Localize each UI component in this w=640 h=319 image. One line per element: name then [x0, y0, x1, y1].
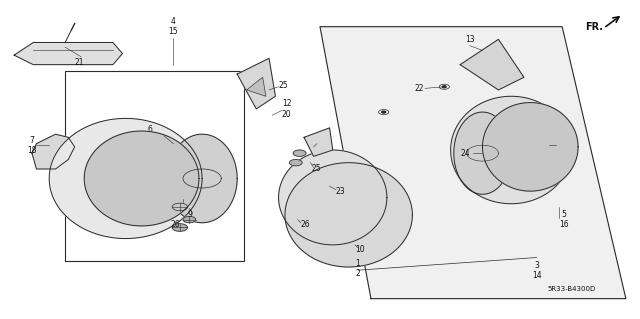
- Circle shape: [442, 86, 446, 88]
- Text: 11
19: 11 19: [312, 136, 321, 155]
- Text: 23: 23: [336, 187, 346, 196]
- Circle shape: [172, 203, 188, 211]
- Text: 6
17: 6 17: [145, 124, 154, 144]
- Text: 26: 26: [301, 220, 310, 229]
- Polygon shape: [483, 103, 578, 191]
- Text: 26: 26: [170, 220, 180, 229]
- Text: 27
28: 27 28: [559, 139, 568, 158]
- Text: 3
14: 3 14: [532, 261, 541, 280]
- Text: 25: 25: [278, 81, 288, 90]
- Text: 22: 22: [414, 84, 424, 93]
- Text: 10: 10: [355, 245, 365, 254]
- Polygon shape: [320, 27, 626, 299]
- Circle shape: [99, 141, 102, 143]
- Polygon shape: [49, 118, 202, 239]
- Polygon shape: [451, 96, 572, 204]
- Circle shape: [293, 150, 306, 156]
- Text: 5
16: 5 16: [559, 210, 568, 229]
- Text: 1: 1: [355, 259, 360, 268]
- Bar: [65, 71, 244, 261]
- Text: 13: 13: [465, 35, 474, 44]
- Circle shape: [183, 216, 196, 223]
- Text: 4
15: 4 15: [168, 17, 179, 36]
- Polygon shape: [32, 134, 75, 169]
- Circle shape: [51, 147, 54, 149]
- Text: FR.: FR.: [586, 22, 604, 32]
- Polygon shape: [460, 39, 524, 90]
- Polygon shape: [278, 150, 387, 245]
- Text: 7
18: 7 18: [27, 136, 36, 155]
- Text: 25: 25: [312, 165, 321, 174]
- Polygon shape: [84, 131, 199, 226]
- Text: 9: 9: [188, 210, 193, 219]
- Polygon shape: [14, 42, 122, 65]
- Text: 21: 21: [75, 58, 84, 67]
- Polygon shape: [237, 58, 275, 109]
- Polygon shape: [304, 128, 333, 156]
- Text: 8: 8: [179, 199, 183, 208]
- Polygon shape: [246, 77, 266, 96]
- Circle shape: [172, 224, 188, 231]
- Polygon shape: [454, 112, 511, 194]
- Text: 2: 2: [355, 269, 360, 278]
- Circle shape: [289, 160, 302, 166]
- Polygon shape: [167, 134, 237, 223]
- Circle shape: [382, 111, 386, 113]
- Text: 24: 24: [460, 149, 470, 158]
- Polygon shape: [285, 163, 412, 267]
- Text: 12
20: 12 20: [282, 99, 291, 119]
- Text: 5R33-B4300D: 5R33-B4300D: [548, 286, 596, 292]
